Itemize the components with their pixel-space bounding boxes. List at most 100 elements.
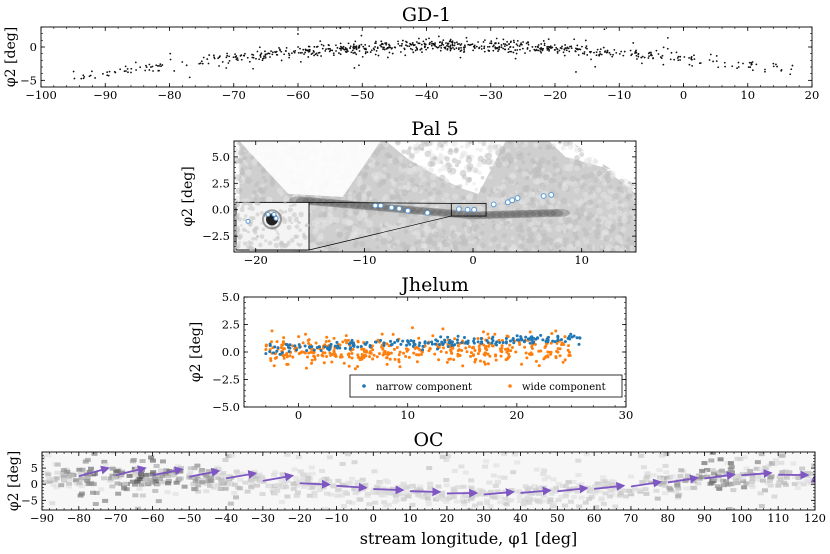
stream-star [361, 55, 364, 58]
density-cell [490, 473, 497, 478]
density-cell [541, 477, 548, 482]
inset-blob [247, 207, 251, 210]
stream-star [577, 54, 580, 56]
density-cell [148, 480, 155, 485]
density-cell [754, 477, 761, 482]
narrow-component-point [556, 338, 560, 342]
stream-star [581, 52, 584, 55]
density-cell [52, 478, 59, 483]
stream-star [159, 63, 162, 66]
wide-component-point [356, 353, 360, 357]
density-blob [616, 185, 624, 193]
stream-star [512, 46, 515, 49]
density-cell [790, 461, 797, 466]
density-blob [566, 223, 573, 230]
stream-star [399, 51, 402, 53]
density-blob [515, 181, 519, 186]
narrow-component-point [351, 344, 355, 348]
stream-star [446, 44, 448, 47]
density-blob [438, 152, 443, 157]
density-cell [486, 480, 493, 485]
density-blob [539, 178, 545, 183]
density-cell [732, 478, 739, 483]
density-blob [444, 156, 450, 162]
stream-star [248, 60, 251, 63]
density-blob [424, 188, 428, 192]
narrow-component-point [280, 351, 284, 355]
density-cell [574, 489, 581, 494]
stream-star [130, 71, 132, 74]
density-blob [363, 217, 369, 223]
stream-star [375, 49, 378, 52]
density-blob [419, 199, 427, 207]
narrow-component-point [421, 348, 425, 352]
density-cell [233, 469, 240, 474]
stream-star [482, 41, 485, 43]
density-blob [617, 221, 623, 227]
x-tick-label: −20 [244, 253, 268, 267]
density-blob [495, 161, 502, 168]
density-cell [126, 473, 133, 478]
stream-star [576, 44, 579, 47]
density-blob [580, 212, 585, 217]
x-tick-label: −40 [414, 88, 438, 102]
density-cell [84, 475, 91, 480]
y-tick-label: 2.5 [212, 176, 230, 190]
stream-band [349, 201, 370, 210]
wide-component-point [342, 361, 346, 365]
density-blob [525, 237, 531, 243]
density-blob [432, 187, 437, 192]
x-tick-label: −20 [288, 511, 312, 525]
density-cell [737, 473, 744, 478]
stream-star [368, 45, 371, 48]
stream-star [477, 41, 480, 43]
stream-star [324, 50, 327, 52]
narrow-component-point [405, 343, 409, 347]
wide-component-point [520, 362, 524, 366]
stream-star [449, 49, 452, 52]
inset-blob [287, 207, 293, 213]
density-cell [159, 473, 166, 478]
density-blob [518, 222, 523, 227]
stream-star [271, 53, 274, 56]
stream-star [228, 59, 231, 62]
stream-star [595, 51, 598, 54]
stream-star [553, 44, 556, 46]
density-cell [768, 474, 775, 479]
stream-star [640, 56, 643, 59]
density-cell [612, 504, 619, 509]
narrow-component-point [382, 343, 386, 347]
density-blob [401, 184, 407, 190]
density-blob [536, 228, 542, 233]
wide-component-point [291, 355, 295, 359]
density-blob [420, 233, 425, 238]
density-blob [532, 173, 538, 180]
density-blob [540, 167, 545, 172]
wide-component-point [482, 343, 486, 347]
stream-star [521, 43, 523, 46]
density-blob [561, 184, 569, 192]
density-blob [413, 144, 418, 149]
stream-star [737, 66, 740, 68]
density-cell [339, 452, 346, 455]
density-blob [622, 182, 627, 187]
density-blob [606, 218, 613, 226]
density-blob [379, 223, 384, 227]
wide-component-point [264, 347, 268, 351]
wide-component-point [448, 348, 452, 352]
wide-component-point [563, 335, 567, 339]
density-cell [640, 465, 647, 470]
x-tick-label: 70 [624, 511, 639, 525]
density-cell [142, 477, 149, 482]
density-cell [335, 478, 342, 483]
stream-star [635, 54, 638, 57]
density-cell [666, 485, 673, 490]
stream-star [599, 50, 601, 53]
wide-component-point [451, 346, 455, 350]
wide-component-point [325, 354, 329, 358]
narrow-component-point [456, 341, 460, 345]
wide-component-point [490, 344, 494, 348]
inset-blob [298, 211, 304, 218]
density-cell [279, 472, 286, 477]
density-cell [154, 481, 161, 486]
